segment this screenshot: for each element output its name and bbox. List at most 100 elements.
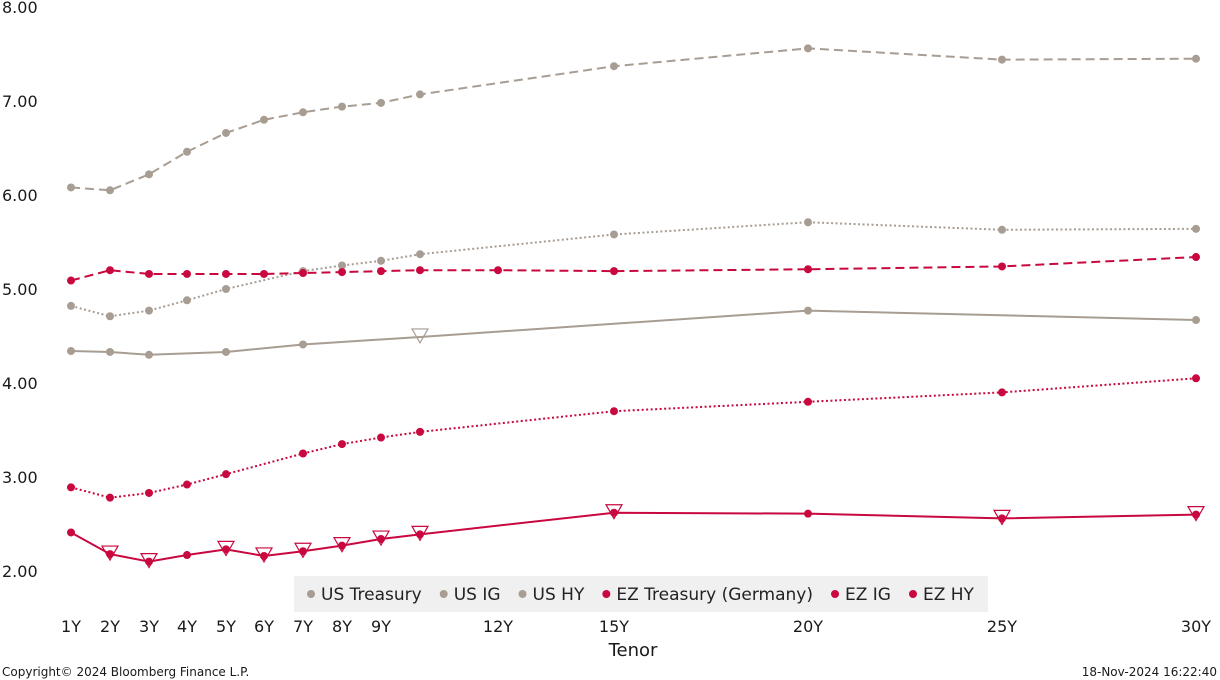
y-tick-label: 2.00 — [2, 562, 38, 581]
data-point-ez-ig — [67, 483, 75, 492]
data-point-us-treasury — [145, 350, 153, 359]
y-tick-label: 3.00 — [2, 468, 38, 487]
data-point-us-hy — [260, 115, 268, 124]
x-tick-label: 3Y — [139, 617, 159, 636]
data-point-us-treasury — [804, 306, 812, 315]
data-point-us-treasury — [67, 347, 75, 356]
triangle-marker-us-treasury — [410, 328, 430, 345]
x-tick-label: 6Y — [254, 617, 274, 636]
legend: US Treasury US IG US HY EZ Treasury (German… — [294, 576, 988, 612]
series-line-us-ig — [70, 221, 1197, 318]
data-point-ez-hy — [804, 265, 812, 274]
triangle-marker-ez-treasury-germany — [371, 530, 391, 547]
data-point-ez-hy — [106, 266, 114, 275]
data-point-ez-hy — [416, 266, 424, 275]
triangle-marker-ez-treasury-germany — [1186, 506, 1206, 522]
series-line-ez-ig — [70, 377, 1197, 499]
data-point-us-hy — [106, 186, 114, 195]
data-point-us-hy — [610, 62, 618, 71]
data-point-ez-ig — [1192, 374, 1200, 383]
data-point-us-hy — [998, 55, 1006, 64]
data-point-ez-hy — [1192, 253, 1200, 262]
triangle-marker-ez-treasury-germany — [100, 545, 120, 562]
legend-label-us-hy: US HY — [533, 585, 585, 605]
data-point-ez-ig — [299, 449, 307, 458]
x-tick-label: 2Y — [100, 617, 120, 636]
x-tick-label: 8Y — [332, 617, 352, 636]
data-point-us-ig — [998, 225, 1006, 234]
x-tick-label: 25Y — [987, 617, 1017, 636]
data-point-us-hy — [338, 102, 346, 111]
data-point-ez-hy — [260, 269, 268, 278]
data-point-us-treasury — [1192, 316, 1200, 325]
data-point-us-hy — [222, 128, 230, 137]
legend-label-ez-ig: EZ IG — [845, 585, 891, 605]
triangle-marker-ez-treasury-germany — [332, 537, 352, 553]
data-point-ez-hy — [610, 267, 618, 276]
legend-label-ez-hy: EZ HY — [923, 585, 975, 605]
x-tick-label: 7Y — [293, 617, 313, 636]
series-markers — [67, 44, 1206, 569]
data-point-ez-ig — [998, 388, 1006, 397]
data-point-ez-ig — [183, 480, 191, 489]
data-point-us-hy — [416, 90, 424, 99]
y-tick-label: 7.00 — [2, 92, 38, 111]
data-point-ez-ig — [804, 397, 812, 406]
data-point-us-ig — [222, 285, 230, 293]
data-point-us-hy — [67, 183, 75, 192]
legend-background — [294, 576, 988, 612]
triangle-marker-ez-treasury-germany — [992, 509, 1012, 526]
data-point-ez-hy — [998, 262, 1006, 271]
series-line-ez-treasury-germany — [70, 511, 1197, 563]
y-axis-ticks: 2.00 3.00 4.00 5.00 6.00 7.00 8.00 — [2, 0, 38, 581]
legend-marker-ez-treasury-germany — [602, 590, 611, 598]
data-point-ez-hy — [145, 269, 153, 278]
series-line-us-treasury — [70, 309, 1197, 356]
data-point-us-ig — [804, 218, 812, 227]
data-point-ez-hy — [377, 267, 385, 276]
x-axis-title: Tenor — [608, 640, 658, 661]
x-tick-label: 20Y — [793, 617, 823, 636]
legend-marker-ez-ig — [831, 590, 839, 598]
triangle-marker-ez-treasury-germany — [410, 525, 430, 542]
triangle-marker-ez-treasury-germany — [216, 540, 236, 557]
data-point-us-ig — [145, 306, 153, 315]
data-point-us-treasury — [299, 340, 307, 349]
triangle-marker-ez-treasury-germany — [254, 547, 274, 564]
x-tick-label: 12Y — [483, 617, 513, 636]
data-point-us-hy — [299, 108, 307, 117]
legend-marker-us-treasury — [307, 590, 315, 598]
data-point-ez-treasury-germany — [183, 551, 191, 560]
data-point-us-treasury — [106, 347, 114, 356]
data-point-us-ig — [1192, 224, 1200, 233]
legend-label-ez-treasury-germany: EZ Treasury (Germany) — [616, 585, 813, 605]
x-tick-label: 5Y — [216, 617, 236, 636]
data-point-ez-ig — [377, 433, 385, 442]
series-lines — [70, 47, 1197, 563]
copyright-text: Copyright© 2024 Bloomberg Finance L.P. — [2, 665, 249, 679]
triangle-marker-ez-treasury-germany — [293, 542, 313, 559]
data-point-ez-hy — [494, 266, 502, 275]
data-point-us-ig — [377, 256, 385, 265]
y-tick-label: 5.00 — [2, 280, 38, 299]
data-point-ez-ig — [416, 427, 424, 436]
data-point-ez-hy — [338, 268, 346, 277]
data-point-us-ig — [610, 230, 618, 239]
x-axis-ticks: 1Y 2Y 3Y 4Y 5Y 6Y 7Y 8Y 9Y 12Y 15Y 20Y 25Y 30Y — [61, 617, 1211, 636]
data-point-us-ig — [416, 250, 424, 259]
x-tick-label: 1Y — [61, 617, 81, 636]
y-tick-label: 8.00 — [2, 0, 38, 17]
data-point-ez-hy — [222, 269, 230, 278]
data-point-us-ig — [183, 296, 191, 305]
data-point-ez-ig — [222, 470, 230, 479]
data-point-ez-hy — [67, 276, 75, 285]
data-point-ez-ig — [145, 488, 153, 497]
data-point-ez-ig — [338, 440, 346, 449]
legend-label-us-ig: US IG — [454, 585, 501, 605]
data-point-ez-ig — [106, 493, 114, 502]
y-tick-label: 6.00 — [2, 186, 38, 205]
data-point-us-hy — [1192, 54, 1200, 63]
data-point-us-hy — [145, 170, 153, 179]
